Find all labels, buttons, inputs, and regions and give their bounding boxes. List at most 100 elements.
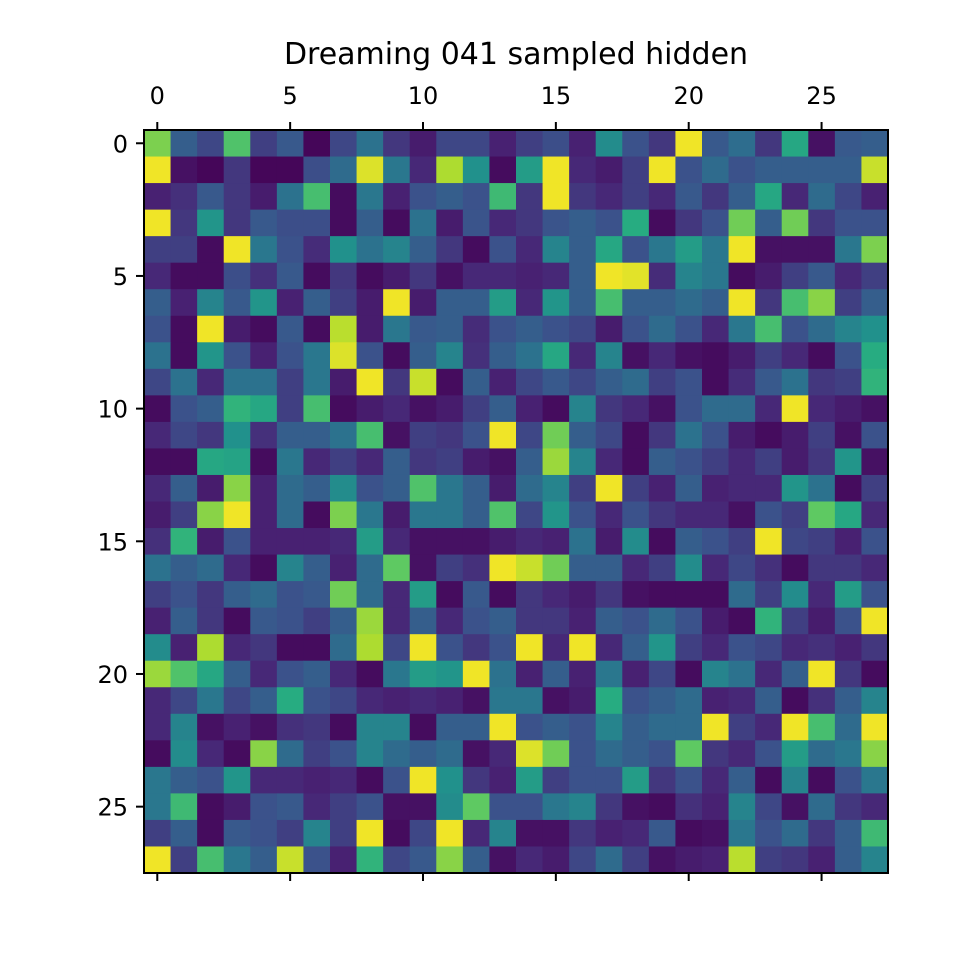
heatmap-cell bbox=[170, 766, 198, 794]
heatmap-cell bbox=[755, 554, 783, 582]
heatmap-cell bbox=[303, 368, 331, 396]
heatmap-cell bbox=[250, 262, 278, 290]
heatmap-cell bbox=[250, 634, 278, 662]
heatmap-cell bbox=[702, 740, 730, 768]
heatmap-cell bbox=[170, 395, 198, 423]
heatmap-cell bbox=[303, 687, 331, 715]
heatmap-cell bbox=[569, 421, 597, 450]
heatmap-cell bbox=[569, 740, 597, 768]
heatmap-cell bbox=[781, 448, 809, 476]
heatmap-cell bbox=[489, 183, 517, 211]
heatmap-cell bbox=[250, 607, 278, 635]
heatmap-cell bbox=[861, 315, 889, 343]
heatmap-cell bbox=[542, 660, 570, 688]
heatmap-cell bbox=[569, 474, 597, 503]
heatmap-cell bbox=[675, 421, 703, 450]
heatmap-cell bbox=[462, 819, 491, 848]
heatmap-cell bbox=[436, 793, 464, 821]
heatmap-cell bbox=[702, 130, 730, 158]
heatmap-cell bbox=[675, 315, 703, 343]
heatmap-cell bbox=[170, 634, 198, 662]
heatmap-cell bbox=[383, 501, 411, 529]
heatmap-cell bbox=[755, 315, 783, 343]
heatmap-cell bbox=[834, 581, 863, 609]
heatmap-cell bbox=[409, 554, 437, 582]
heatmap-cell bbox=[197, 236, 225, 264]
heatmap-cell bbox=[755, 793, 783, 821]
heatmap-cell bbox=[330, 740, 358, 768]
heatmap-cell bbox=[223, 581, 251, 609]
heatmap-cell bbox=[144, 262, 172, 290]
heatmap-cell bbox=[622, 315, 650, 343]
heatmap-cell bbox=[276, 740, 305, 768]
heatmap-cell bbox=[569, 713, 597, 741]
heatmap-cell bbox=[303, 501, 331, 529]
heatmap-cell bbox=[861, 183, 889, 211]
heatmap-cell bbox=[144, 846, 172, 874]
heatmap-cell bbox=[170, 687, 198, 715]
heatmap-cell bbox=[834, 315, 863, 343]
heatmap-cell bbox=[223, 156, 251, 184]
heatmap-cell bbox=[303, 156, 331, 184]
heatmap-cell bbox=[409, 687, 437, 715]
heatmap-cell bbox=[755, 713, 783, 741]
heatmap-cell bbox=[516, 421, 544, 450]
heatmap-cell bbox=[516, 819, 544, 848]
heatmap-cell bbox=[144, 713, 172, 741]
heatmap-cell bbox=[409, 342, 437, 370]
heatmap-cell bbox=[489, 713, 517, 741]
heatmap-cell bbox=[170, 846, 198, 874]
heatmap-cell bbox=[170, 130, 198, 158]
heatmap-cell bbox=[648, 209, 677, 237]
heatmap-cell bbox=[702, 554, 730, 582]
heatmap-cell bbox=[409, 474, 437, 503]
heatmap-cell bbox=[861, 634, 889, 662]
heatmap-cell bbox=[383, 528, 411, 556]
heatmap-cell bbox=[834, 846, 863, 874]
heatmap-cell bbox=[542, 607, 570, 635]
heatmap-cell bbox=[462, 501, 491, 529]
heatmap-cell bbox=[303, 819, 331, 848]
heatmap-cell bbox=[595, 819, 623, 848]
heatmap-cell bbox=[250, 793, 278, 821]
heatmap-cell bbox=[595, 554, 623, 582]
heatmap-cell bbox=[702, 660, 730, 688]
heatmap-cell bbox=[834, 660, 863, 688]
heatmap-cell bbox=[356, 156, 384, 184]
heatmap-cell bbox=[356, 660, 384, 688]
heatmap-cell bbox=[489, 766, 517, 794]
heatmap-cell bbox=[808, 713, 836, 741]
heatmap-cell bbox=[595, 528, 623, 556]
heatmap-cell bbox=[303, 793, 331, 821]
heatmap-cell bbox=[330, 421, 358, 450]
heatmap-cell bbox=[356, 554, 384, 582]
heatmap-cell bbox=[356, 846, 384, 874]
heatmap-cell bbox=[834, 634, 863, 662]
heatmap-cell bbox=[197, 289, 225, 317]
heatmap-cell bbox=[170, 421, 198, 450]
heatmap-cell bbox=[861, 130, 889, 158]
heatmap-cell bbox=[595, 740, 623, 768]
heatmap-cell bbox=[356, 766, 384, 794]
heatmap-cell bbox=[276, 421, 305, 450]
heatmap-cell bbox=[702, 262, 730, 290]
heatmap-cell bbox=[622, 448, 650, 476]
heatmap-cell bbox=[569, 236, 597, 264]
heatmap-cell bbox=[197, 819, 225, 848]
heatmap-cell bbox=[144, 660, 172, 688]
heatmap-cell bbox=[781, 819, 809, 848]
heatmap-cell bbox=[728, 581, 756, 609]
heatmap-cell bbox=[489, 289, 517, 317]
heatmap-cell bbox=[436, 554, 464, 582]
heatmap-cell bbox=[808, 315, 836, 343]
heatmap-cell bbox=[330, 766, 358, 794]
heatmap-cell bbox=[489, 315, 517, 343]
heatmap-cell bbox=[197, 581, 225, 609]
heatmap-cell bbox=[861, 395, 889, 423]
heatmap-cell bbox=[861, 554, 889, 582]
heatmap-cell bbox=[542, 501, 570, 529]
heatmap-cell bbox=[462, 766, 491, 794]
heatmap-cell bbox=[197, 634, 225, 662]
heatmap-cell bbox=[755, 448, 783, 476]
heatmap-cell bbox=[223, 289, 251, 317]
